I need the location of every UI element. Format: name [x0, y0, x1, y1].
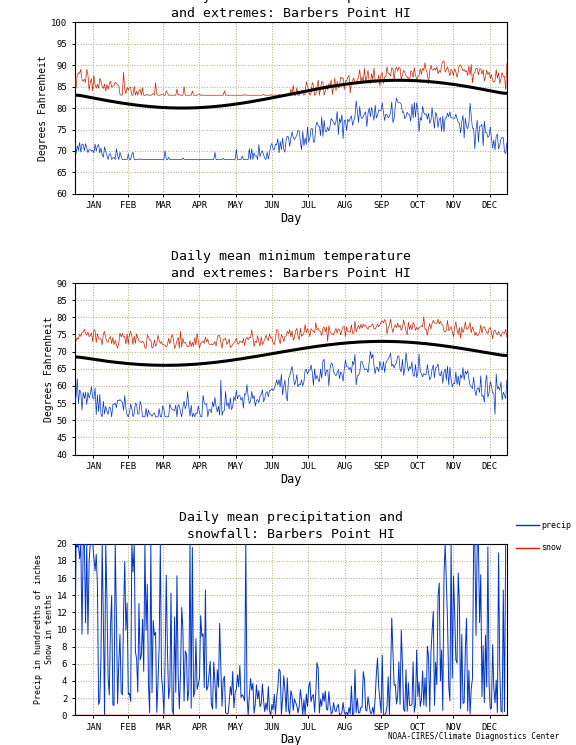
- Y-axis label: Degrees Fahrenheit: Degrees Fahrenheit: [44, 316, 54, 422]
- X-axis label: Day: Day: [280, 212, 302, 225]
- Text: snow: snow: [541, 543, 562, 552]
- Y-axis label: Precip in hundredths of inches
Snow in tenths: Precip in hundredths of inches Snow in t…: [33, 554, 54, 705]
- Title: Daily mean minimum temperature
and extremes: Barbers Point HI: Daily mean minimum temperature and extre…: [171, 250, 411, 280]
- X-axis label: Day: Day: [280, 472, 302, 486]
- Text: precip: precip: [541, 521, 571, 530]
- X-axis label: Day: Day: [280, 733, 302, 745]
- Y-axis label: Degrees Fahrenheit: Degrees Fahrenheit: [39, 55, 48, 161]
- Title: Daily mean precipitation and
snowfall: Barbers Point HI: Daily mean precipitation and snowfall: B…: [179, 511, 403, 541]
- Title: Daily mean maximum temperature
and extremes: Barbers Point HI: Daily mean maximum temperature and extre…: [171, 0, 411, 20]
- Text: NOAA-CIRES/Climate Diagnostics Center: NOAA-CIRES/Climate Diagnostics Center: [388, 732, 559, 741]
